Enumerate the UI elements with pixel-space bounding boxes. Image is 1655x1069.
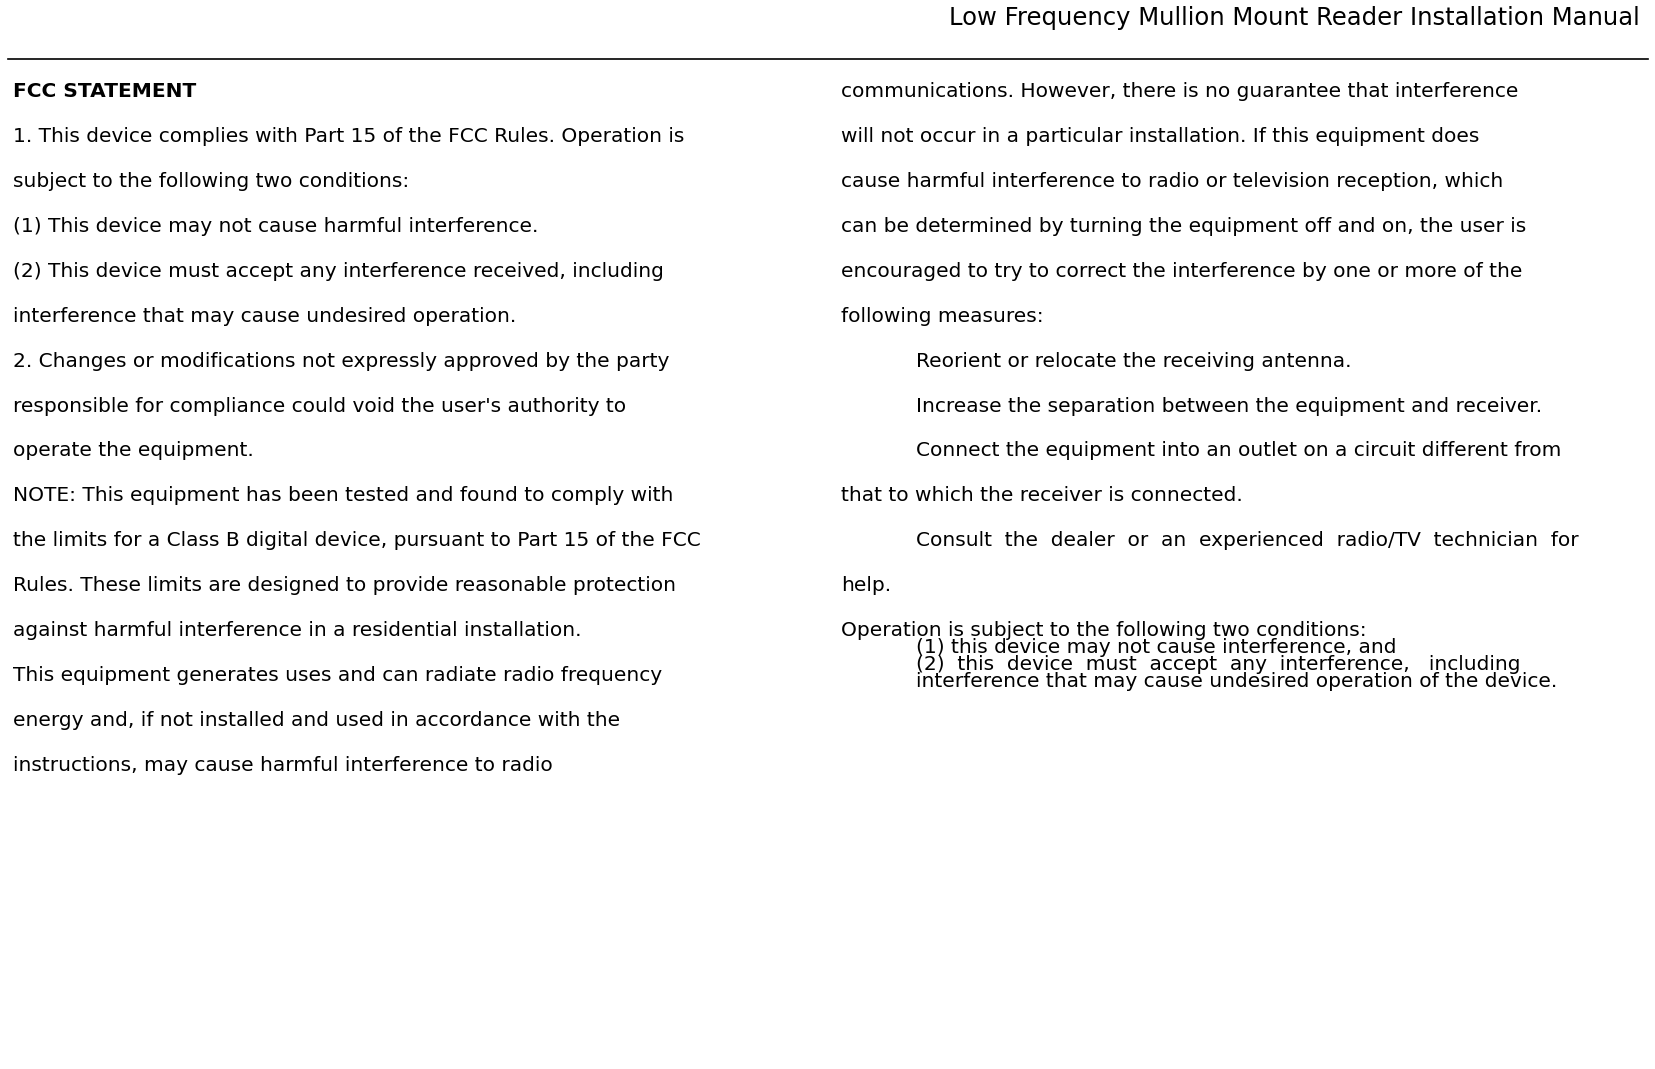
Text: cause harmful interference to radio or television reception, which: cause harmful interference to radio or t… xyxy=(841,172,1503,191)
Text: against harmful interference in a residential installation.: against harmful interference in a reside… xyxy=(13,621,581,640)
Text: operate the equipment.: operate the equipment. xyxy=(13,441,253,461)
Text: responsible for compliance could void the user's authority to: responsible for compliance could void th… xyxy=(13,397,626,416)
Text: interference that may cause undesired operation.: interference that may cause undesired op… xyxy=(13,307,516,326)
Text: following measures:: following measures: xyxy=(841,307,1043,326)
Text: This equipment generates uses and can radiate radio frequency: This equipment generates uses and can ra… xyxy=(13,666,662,685)
Text: subject to the following two conditions:: subject to the following two conditions: xyxy=(13,172,409,191)
Text: interference that may cause undesired operation of the device.: interference that may cause undesired op… xyxy=(915,672,1556,692)
Text: will not occur in a particular installation. If this equipment does: will not occur in a particular installat… xyxy=(841,127,1478,146)
Text: instructions, may cause harmful interference to radio: instructions, may cause harmful interfer… xyxy=(13,756,553,775)
Text: (1) this device may not cause interference, and: (1) this device may not cause interferen… xyxy=(915,638,1395,657)
Text: help.: help. xyxy=(841,576,890,595)
Text: the limits for a Class B digital device, pursuant to Part 15 of the FCC: the limits for a Class B digital device,… xyxy=(13,531,700,551)
Text: (2)  this  device  must  accept  any  interference,   including: (2) this device must accept any interfer… xyxy=(915,655,1519,675)
Text: Connect the equipment into an outlet on a circuit different from: Connect the equipment into an outlet on … xyxy=(915,441,1561,461)
Text: Rules. These limits are designed to provide reasonable protection: Rules. These limits are designed to prov… xyxy=(13,576,675,595)
Text: (2) This device must accept any interference received, including: (2) This device must accept any interfer… xyxy=(13,262,664,281)
Text: encouraged to try to correct the interference by one or more of the: encouraged to try to correct the interfe… xyxy=(841,262,1521,281)
Text: Increase the separation between the equipment and receiver.: Increase the separation between the equi… xyxy=(915,397,1541,416)
Text: energy and, if not installed and used in accordance with the: energy and, if not installed and used in… xyxy=(13,711,621,730)
Text: can be determined by turning the equipment off and on, the user is: can be determined by turning the equipme… xyxy=(841,217,1526,236)
Text: that to which the receiver is connected.: that to which the receiver is connected. xyxy=(841,486,1243,506)
Text: Operation is subject to the following two conditions:: Operation is subject to the following tw… xyxy=(841,621,1365,640)
Text: (1) This device may not cause harmful interference.: (1) This device may not cause harmful in… xyxy=(13,217,538,236)
Text: Reorient or relocate the receiving antenna.: Reorient or relocate the receiving anten… xyxy=(915,352,1350,371)
Text: 2. Changes or modifications not expressly approved by the party: 2. Changes or modifications not expressl… xyxy=(13,352,669,371)
Text: Low Frequency Mullion Mount Reader Installation Manual: Low Frequency Mullion Mount Reader Insta… xyxy=(948,6,1638,30)
Text: Consult  the  dealer  or  an  experienced  radio/TV  technician  for: Consult the dealer or an experienced rad… xyxy=(915,531,1577,551)
Text: NOTE: This equipment has been tested and found to comply with: NOTE: This equipment has been tested and… xyxy=(13,486,674,506)
Text: FCC STATEMENT: FCC STATEMENT xyxy=(13,82,197,102)
Text: 1. This device complies with Part 15 of the FCC Rules. Operation is: 1. This device complies with Part 15 of … xyxy=(13,127,684,146)
Text: communications. However, there is no guarantee that interference: communications. However, there is no gua… xyxy=(841,82,1518,102)
